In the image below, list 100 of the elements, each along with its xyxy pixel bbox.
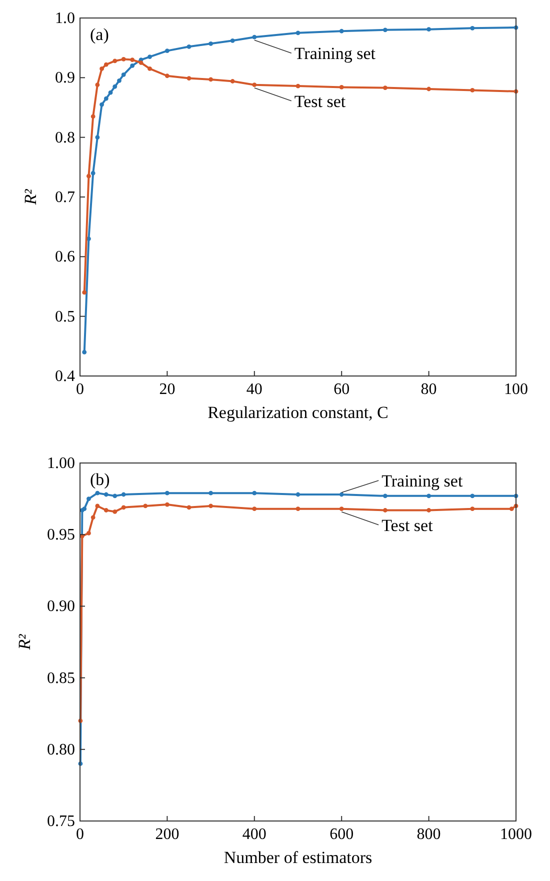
point — [121, 72, 126, 77]
y-tick-label: 0.95 — [47, 526, 75, 544]
x-tick-label: 1000 — [500, 826, 532, 843]
point — [296, 506, 300, 512]
point — [426, 508, 431, 512]
point — [104, 508, 108, 512]
point — [90, 170, 96, 176]
point — [112, 58, 118, 64]
point — [112, 509, 118, 514]
y-tick-label: 0.75 — [47, 813, 75, 830]
x-tick-label: 0 — [76, 826, 84, 843]
point — [208, 504, 213, 508]
point — [296, 30, 300, 36]
series-label: Test set — [382, 516, 434, 535]
point — [383, 508, 388, 512]
point — [426, 494, 431, 498]
y-tick-label: 0.8 — [55, 129, 75, 146]
y-tick-label: 0.85 — [47, 670, 75, 687]
point — [208, 490, 213, 496]
point — [470, 506, 475, 512]
x-tick-label: 400 — [242, 826, 266, 843]
y-tick-label: 1.00 — [47, 455, 75, 472]
point — [130, 58, 135, 62]
point — [95, 504, 100, 508]
point — [95, 490, 100, 496]
point — [339, 85, 344, 90]
point — [148, 66, 152, 71]
point — [470, 494, 475, 498]
point — [296, 84, 300, 88]
point — [100, 102, 104, 107]
point — [383, 28, 388, 32]
annotation: (b) — [90, 470, 110, 489]
point — [100, 66, 104, 71]
point — [339, 492, 344, 497]
point — [112, 494, 118, 498]
point — [426, 86, 431, 92]
point — [252, 34, 257, 40]
point — [130, 64, 135, 68]
point — [186, 505, 192, 510]
x-tick-label: 600 — [330, 826, 354, 843]
point — [121, 56, 126, 62]
point — [165, 48, 170, 54]
point — [90, 114, 96, 119]
point — [230, 38, 235, 43]
point — [143, 504, 148, 508]
point — [208, 77, 213, 82]
point — [138, 60, 144, 65]
y-axis-title: R² — [15, 633, 34, 651]
point — [165, 502, 170, 507]
point — [252, 490, 257, 496]
x-tick-label: 0 — [76, 381, 84, 398]
annotation: (a) — [90, 25, 109, 44]
point — [230, 79, 235, 84]
x-tick-label: 200 — [155, 826, 180, 843]
point — [108, 90, 113, 95]
x-tick-label: 60 — [334, 381, 350, 398]
y-tick-label: 1.0 — [55, 10, 75, 27]
y-tick-label: 0.90 — [47, 598, 75, 616]
point — [90, 515, 96, 520]
point — [208, 41, 213, 46]
point — [95, 135, 100, 140]
point — [383, 86, 388, 90]
point — [339, 28, 344, 34]
point — [112, 84, 118, 89]
x-axis-title: Number of estimators — [224, 848, 372, 867]
point — [82, 506, 87, 512]
point — [252, 506, 257, 512]
point — [104, 62, 108, 67]
y-tick-label: 0.5 — [55, 308, 75, 326]
point — [470, 26, 475, 30]
x-axis-title: Regularization constant, C — [208, 403, 388, 422]
point — [121, 492, 126, 497]
point — [470, 88, 475, 92]
point — [509, 506, 514, 512]
y-axis-title: R² — [21, 188, 40, 206]
point — [252, 82, 257, 88]
x-tick-label: 80 — [420, 381, 437, 398]
x-tick-label: 20 — [159, 381, 176, 398]
y-tick-label: 0.6 — [55, 248, 75, 266]
point — [296, 492, 300, 497]
point — [82, 290, 87, 295]
point — [186, 44, 192, 49]
point — [95, 82, 100, 88]
point — [117, 78, 122, 83]
point — [186, 76, 192, 80]
series-label: Training set — [382, 472, 463, 491]
point — [104, 492, 108, 497]
series-label: Training set — [294, 44, 376, 64]
y-tick-label: 0.9 — [55, 70, 75, 87]
point — [121, 505, 126, 510]
point — [165, 74, 170, 78]
series-label: Test set — [294, 92, 346, 111]
point — [86, 530, 91, 536]
y-tick-label: 0.80 — [47, 741, 75, 758]
y-tick-label: 0.4 — [55, 368, 75, 385]
point — [426, 27, 431, 32]
point — [339, 506, 344, 512]
point — [104, 96, 108, 101]
y-tick-label: 0.7 — [55, 189, 75, 206]
point — [86, 496, 91, 501]
